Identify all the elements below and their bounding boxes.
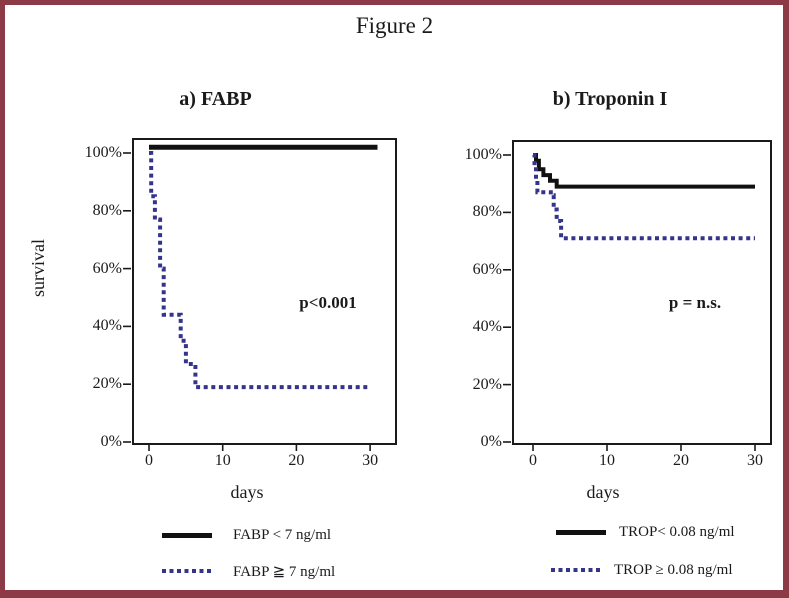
p-value-fabp: p<0.001: [299, 293, 357, 312]
plot-area-troponin: 0% 20% 40% 60% 80% 100% 0 10 20 30: [465, 140, 772, 469]
survival-chart: [123, 138, 397, 451]
panel-b-title: b) Troponin I: [552, 88, 668, 110]
x-tick-label: 30: [747, 452, 763, 469]
dotted-line-swatch: [551, 568, 601, 572]
x-axis-label-fabp: days: [230, 482, 264, 502]
plot-frame: [132, 138, 397, 445]
y-tick-label: 60%: [92, 259, 122, 277]
y-tick-label: 20%: [472, 375, 502, 393]
survival-curve-solid: [533, 153, 755, 189]
x-tick-label: 30: [362, 452, 379, 469]
legend-item-fabp-low: FABP < 7 ng/ml: [162, 524, 331, 546]
x-tick-label: 20: [288, 452, 305, 469]
y-tick-label: 0%: [100, 433, 122, 450]
legend-item-trop-low: TROP< 0.08 ng/ml: [556, 521, 735, 543]
p-value-troponin: p = n.s.: [668, 293, 722, 312]
y-tick-label: 20%: [92, 375, 122, 393]
dotted-line-swatch: [162, 569, 212, 573]
survival-curve-dotted: [149, 151, 371, 390]
y-tick-label: 100%: [464, 146, 502, 163]
legend-label: FABP ≧ 7 ng/ml: [233, 563, 336, 580]
figure-title: Figure 2: [355, 13, 434, 38]
survival-curve-dotted: [532, 153, 755, 241]
panel-a-title: a) FABP: [179, 88, 252, 110]
x-tick-label: 10: [599, 452, 615, 469]
plot-area-fabp: 0% 20% 40% 60% 80% 100% 0 10 20 30: [85, 138, 397, 469]
y-tick-label: 80%: [92, 201, 122, 219]
y-tick-label: 80%: [472, 203, 502, 221]
legend-item-trop-high: TROP ≥ 0.08 ng/ml: [551, 559, 733, 581]
y-tick-label: 40%: [92, 317, 122, 335]
y-tick-label: 60%: [472, 260, 502, 278]
legend-label: TROP< 0.08 ng/ml: [619, 523, 735, 540]
x-tick-label: 0: [145, 452, 153, 469]
legend-item-fabp-high: FABP ≧ 7 ng/ml: [162, 560, 335, 582]
y-axis-label-survival: survival: [28, 239, 48, 297]
legend-label: TROP ≥ 0.08 ng/ml: [614, 561, 733, 578]
plot-frame: [512, 140, 772, 445]
y-tick-label: 0%: [480, 433, 502, 450]
x-tick-label: 20: [673, 452, 689, 469]
survival-chart: [503, 140, 772, 451]
legend-label: FABP < 7 ng/ml: [233, 526, 332, 543]
solid-line-swatch: [556, 529, 606, 535]
y-tick-label: 100%: [84, 144, 122, 161]
x-axis-label-troponin: days: [586, 482, 620, 502]
x-tick-label: 0: [529, 452, 537, 469]
x-tick-label: 10: [214, 452, 231, 469]
y-tick-label: 40%: [472, 318, 502, 336]
solid-line-swatch: [162, 532, 212, 538]
